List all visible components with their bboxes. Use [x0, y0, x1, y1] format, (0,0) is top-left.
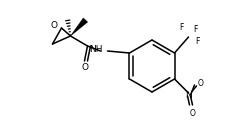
Text: O: O	[190, 109, 195, 118]
Text: F: F	[179, 24, 184, 33]
Text: N: N	[185, 90, 192, 100]
Text: O: O	[198, 78, 203, 87]
Text: O: O	[82, 63, 89, 72]
Text: O: O	[51, 21, 58, 30]
Polygon shape	[71, 18, 88, 36]
Text: NH: NH	[89, 44, 103, 53]
Text: F: F	[195, 36, 200, 46]
Text: F: F	[193, 26, 198, 35]
